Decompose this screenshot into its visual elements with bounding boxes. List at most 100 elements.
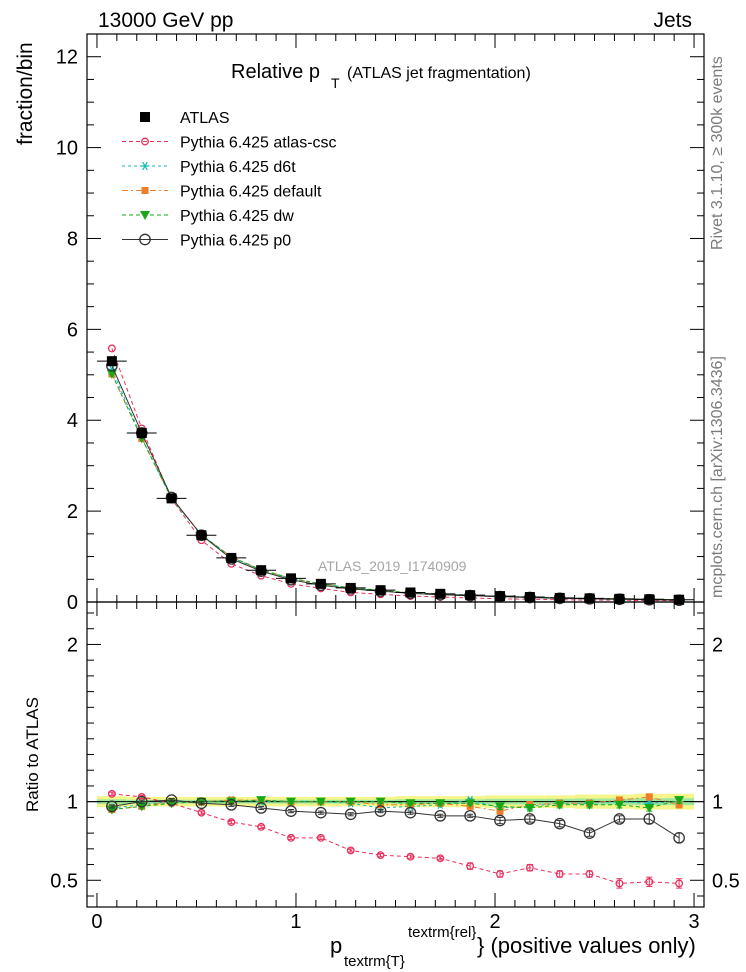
main-point-atlas [614, 593, 625, 604]
rivet-label: Rivet 3.1.10, ≥ 300k events [709, 56, 726, 250]
ratio-point-dw [674, 796, 685, 806]
ratio-line-csc [111, 793, 680, 884]
ratio-point-dw [286, 797, 297, 807]
ratio-point-p0 [255, 802, 268, 814]
legend-label-p0: Pythia 6.425 p0 [180, 233, 291, 250]
ratio-point-dw [584, 800, 595, 810]
ratio-point-csc [227, 818, 236, 827]
ratio-point-p0 [643, 813, 656, 825]
legend-marker-p0 [139, 233, 151, 246]
ratio-point-csc [316, 833, 325, 842]
ratio-point-dw [375, 797, 386, 807]
ratio-ytick-label-right: 0.5 [712, 870, 740, 892]
title-sub: T [331, 75, 340, 91]
ratio-point-dw [554, 800, 565, 810]
main-point-atlas [226, 552, 237, 563]
legend-marker-atlas [140, 112, 150, 122]
ratio-point-dw [614, 800, 625, 810]
xlabel-sup: textrm{rel} [408, 924, 476, 941]
ratio-point-csc [436, 854, 445, 863]
legend-marker-csc [141, 137, 149, 146]
ratio-point-csc [406, 852, 415, 861]
ratio-xtick-label: 3 [688, 911, 699, 933]
main-point-atlas [554, 592, 565, 603]
legend-label-d6t: Pythia 6.425 d6t [180, 159, 296, 176]
ratio-point-p0 [583, 827, 596, 839]
ratio-frame [86, 601, 705, 908]
ratio-ytick-label: 0.5 [50, 870, 78, 892]
ratio-point-p0 [523, 813, 536, 825]
ratio-point-csc [466, 862, 475, 871]
main-point-atlas [524, 592, 535, 603]
main-point-atlas [375, 585, 386, 596]
main-line-csc [111, 348, 680, 602]
ratio-line-def [111, 796, 680, 812]
title-main: Relative p [231, 61, 320, 83]
main-point-atlas [435, 588, 446, 599]
ratio-point-p0 [404, 806, 417, 819]
ratio-point-csc [107, 789, 116, 798]
ratio-ytick-label: 1 [67, 792, 78, 814]
main-point-atlas [674, 594, 685, 605]
ratio-point-p0 [165, 794, 178, 806]
ratio-point-dw [315, 797, 326, 807]
legend-marker-dw [140, 211, 150, 220]
main-ytick-label: 2 [67, 501, 78, 523]
ratio-point-def [615, 796, 623, 804]
ratio-point-dw [256, 796, 267, 806]
ratio-point-p0 [195, 797, 208, 810]
main-point-atlas [345, 582, 356, 593]
main-ytick-label: 0 [67, 592, 78, 614]
legend-entry-csc: Pythia 6.425 atlas-csc [122, 135, 337, 152]
ratio-point-p0 [434, 809, 447, 822]
ratio-point-csc [555, 870, 564, 878]
legend-marker-d6t [140, 161, 150, 171]
xlabel-main: p [330, 933, 342, 958]
process-label: Jets [653, 9, 692, 32]
legend-entry-def: Pythia 6.425 default [122, 184, 322, 201]
main-point-atlas [315, 578, 326, 589]
ratio-point-csc [645, 877, 654, 886]
legend-entry-atlas: ATLAS [140, 110, 230, 127]
ratio-ylabel: Ratio to ATLAS [23, 697, 42, 812]
ratio-line-d6t [111, 799, 680, 809]
main-ytick-label: 10 [56, 138, 78, 160]
main-series-atlas [96, 356, 695, 605]
legend-label-dw: Pythia 6.425 dw [180, 208, 294, 225]
legend-entry-d6t: Pythia 6.425 d6t [122, 159, 296, 176]
ratio-point-csc [615, 879, 624, 888]
ratio-point-csc [675, 879, 684, 888]
ratio-point-csc [525, 863, 534, 872]
ratio-point-def [645, 793, 653, 801]
ratio-xtick-label: 2 [489, 911, 500, 933]
ratio-point-csc [346, 846, 355, 855]
legend-label-def: Pythia 6.425 default [180, 184, 322, 201]
main-ytick-label: 12 [56, 47, 78, 69]
main-ytick-label: 8 [67, 228, 78, 250]
ratio-point-csc [287, 833, 295, 842]
main-point-atlas [286, 573, 297, 584]
ratio-point-p0 [374, 805, 387, 817]
ratio-point-p0 [344, 808, 357, 821]
ratio-xtick-label: 1 [290, 911, 301, 933]
ratio-point-dw [435, 799, 446, 809]
ratio-point-p0 [464, 809, 476, 822]
x-axis-title: p textrm{T} textrm{rel} } (positive valu… [330, 924, 696, 970]
ratio-point-csc [197, 808, 206, 817]
ratio-panel: 0.5 0.5 1 1 2 2 0 1 2 3 [50, 601, 740, 933]
xlabel-rest: } (positive values only) [477, 933, 696, 958]
mcplots-label: mcplots.cern.ch [arXiv:1306.3436] [709, 356, 726, 598]
legend-label-csc: Pythia 6.425 atlas-csc [180, 135, 337, 152]
ratio-point-p0 [613, 813, 626, 825]
legend: ATLAS Pythia 6.425 atlas-csc Pythia 6.425 … [122, 110, 337, 250]
main-panel: 0 2 4 6 8 10 12 [56, 33, 705, 614]
main-ytick-label: 4 [67, 410, 78, 432]
main-point-atlas [644, 594, 655, 605]
ratio-point-csc [496, 870, 504, 878]
ratio-point-csc [257, 822, 266, 831]
main-ylabel: fraction/bin [14, 42, 37, 145]
ratio-point-p0 [225, 798, 238, 811]
ratio-point-csc [376, 851, 385, 860]
ratio-point-csc [585, 870, 594, 878]
